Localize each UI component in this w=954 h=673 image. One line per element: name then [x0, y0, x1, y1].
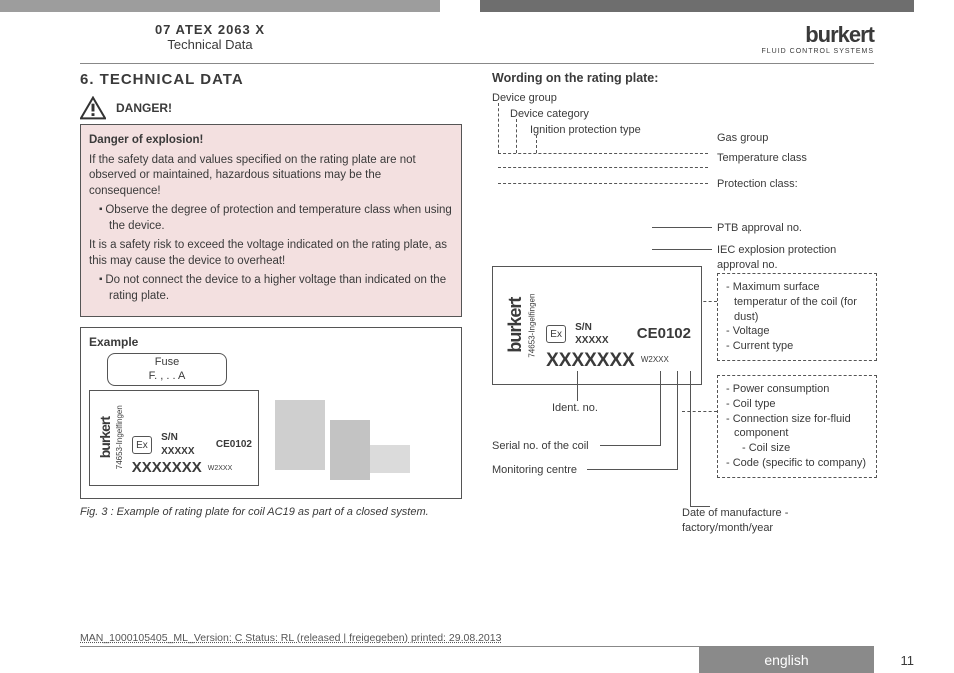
example-label: Example	[89, 334, 453, 350]
section-title: 6. TECHNICAL DATA	[80, 70, 462, 90]
brand-logo: burkert	[761, 22, 874, 48]
valve-illustration	[265, 390, 415, 490]
callout-temp-class: Temperature class	[717, 151, 807, 166]
language-label: english	[699, 647, 874, 673]
page-header: 07 ATEX 2063 X Technical Data burkert FL…	[0, 12, 954, 59]
dashed-box-2: Power consumption Coil type Connection s…	[717, 375, 877, 478]
page-number: 11	[874, 647, 954, 673]
callout-serial-no: Serial no. of the coil	[492, 439, 589, 454]
wording-title: Wording on the rating plate:	[492, 70, 874, 87]
callout-ignition-type: Ignition protection type	[530, 123, 641, 138]
rating-plate-small: burkert 74653-Ingelfingen Ex S/N XXXXX C…	[89, 390, 259, 485]
rating-plate-large: burkert 74653-Ingelfingen Ex S/N XXXXX C…	[492, 266, 702, 385]
danger-label: DANGER!	[116, 100, 172, 116]
doc-code: 07 ATEX 2063 X	[80, 22, 340, 37]
page-footer: MAN_1000105405_ML_Version: C Status: RL …	[0, 632, 954, 673]
callout-device-category: Device category	[510, 107, 589, 122]
alert-title: Danger of explosion!	[89, 133, 453, 149]
dashed-box-1: Maximum surface temperatur of the coil (…	[717, 273, 877, 361]
warning-icon	[80, 96, 106, 120]
ex-icon: Ex	[132, 436, 152, 454]
figure-caption: Fig. 3 : Example of rating plate for coi…	[80, 505, 462, 520]
alert-bullet-1: Observe the degree of protection and tem…	[99, 203, 453, 234]
callout-device-group: Device group	[492, 91, 557, 106]
rating-plate-diagram: Device group Device category Ignition pr…	[492, 91, 874, 551]
callout-ptb: PTB approval no.	[717, 221, 802, 236]
right-column: Wording on the rating plate: Device grou…	[492, 70, 874, 551]
danger-box: Danger of explosion! If the safety data …	[80, 124, 462, 317]
callout-gas-group: Gas group	[717, 131, 768, 146]
callout-iec: IEC explosion protection approval no.	[717, 243, 877, 273]
doc-subtitle: Technical Data	[80, 37, 340, 52]
example-box: Example Fuse F. , . . A burkert 74653-In…	[80, 327, 462, 499]
callout-protection-class: Protection class:	[717, 177, 798, 192]
top-tab-bar	[0, 0, 954, 12]
callout-monitoring: Monitoring centre	[492, 463, 577, 478]
footer-note: MAN_1000105405_ML_Version: C Status: RL …	[0, 632, 954, 646]
left-column: 6. TECHNICAL DATA DANGER! Danger of expl…	[80, 70, 462, 551]
alert-bullet-2: Do not connect the device to a higher vo…	[99, 273, 453, 304]
ex-icon: Ex	[546, 325, 566, 343]
callout-ident-no: Ident. no.	[552, 401, 598, 416]
alert-p2: It is a safety risk to exceed the voltag…	[89, 238, 453, 269]
callout-date: Date of manufacture - factory/month/year	[682, 506, 874, 536]
fuse-box: Fuse F. , . . A	[107, 353, 227, 387]
brand-tagline: FLUID CONTROL SYSTEMS	[761, 48, 874, 55]
alert-p1: If the safety data and values specified …	[89, 153, 453, 200]
